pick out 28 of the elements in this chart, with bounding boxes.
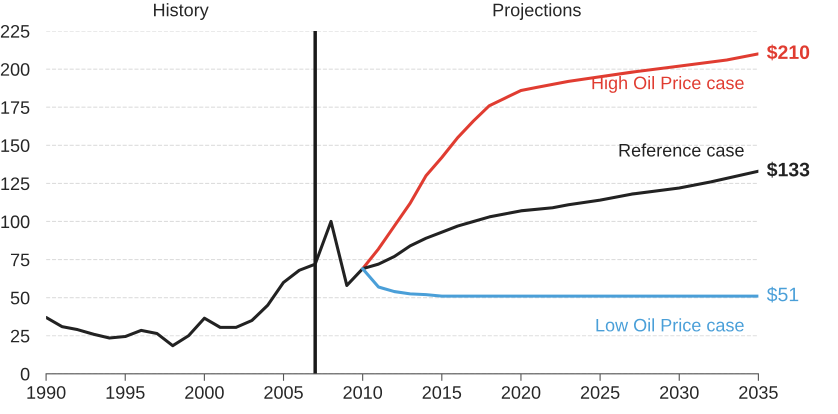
series-label: Low Oil Price case <box>596 318 744 332</box>
x-tick-label: 2020 <box>502 386 540 399</box>
y-tick-label: 150 <box>1 139 30 152</box>
y-tick-label: 75 <box>10 254 30 266</box>
y-tick-label: 0 <box>20 368 30 381</box>
x-tick-label: 2025 <box>580 386 620 399</box>
y-tick-label: 100 <box>1 215 30 228</box>
y-tick-label: 50 <box>10 292 30 304</box>
series-label: High Oil Price case <box>592 76 744 93</box>
data-label: $51 <box>766 286 798 303</box>
y-tick-label: 200 <box>0 63 30 76</box>
x-tick-label: 1995 <box>106 386 145 399</box>
text: History <box>154 3 209 20</box>
y-tick-label: 25 <box>10 330 30 342</box>
series-label: Reference case <box>620 143 744 157</box>
x-tick-label: 2000 <box>185 386 224 399</box>
text: Projections <box>494 3 581 20</box>
y-tick-label: 125 <box>1 177 30 190</box>
y-tick-label: 175 <box>1 101 30 114</box>
x-tick-label: 2015 <box>422 386 462 399</box>
x-tick-label: 2030 <box>660 386 699 399</box>
x-tick-label: 1990 <box>27 386 66 399</box>
data-label: $133 <box>766 162 810 178</box>
x-tick-label: 2005 <box>264 386 303 399</box>
y-tick-label: 225 <box>0 24 30 38</box>
data-label: $210 <box>766 44 810 60</box>
x-tick-label: 2010 <box>343 386 382 399</box>
x-tick-label: 2035 <box>739 386 778 399</box>
